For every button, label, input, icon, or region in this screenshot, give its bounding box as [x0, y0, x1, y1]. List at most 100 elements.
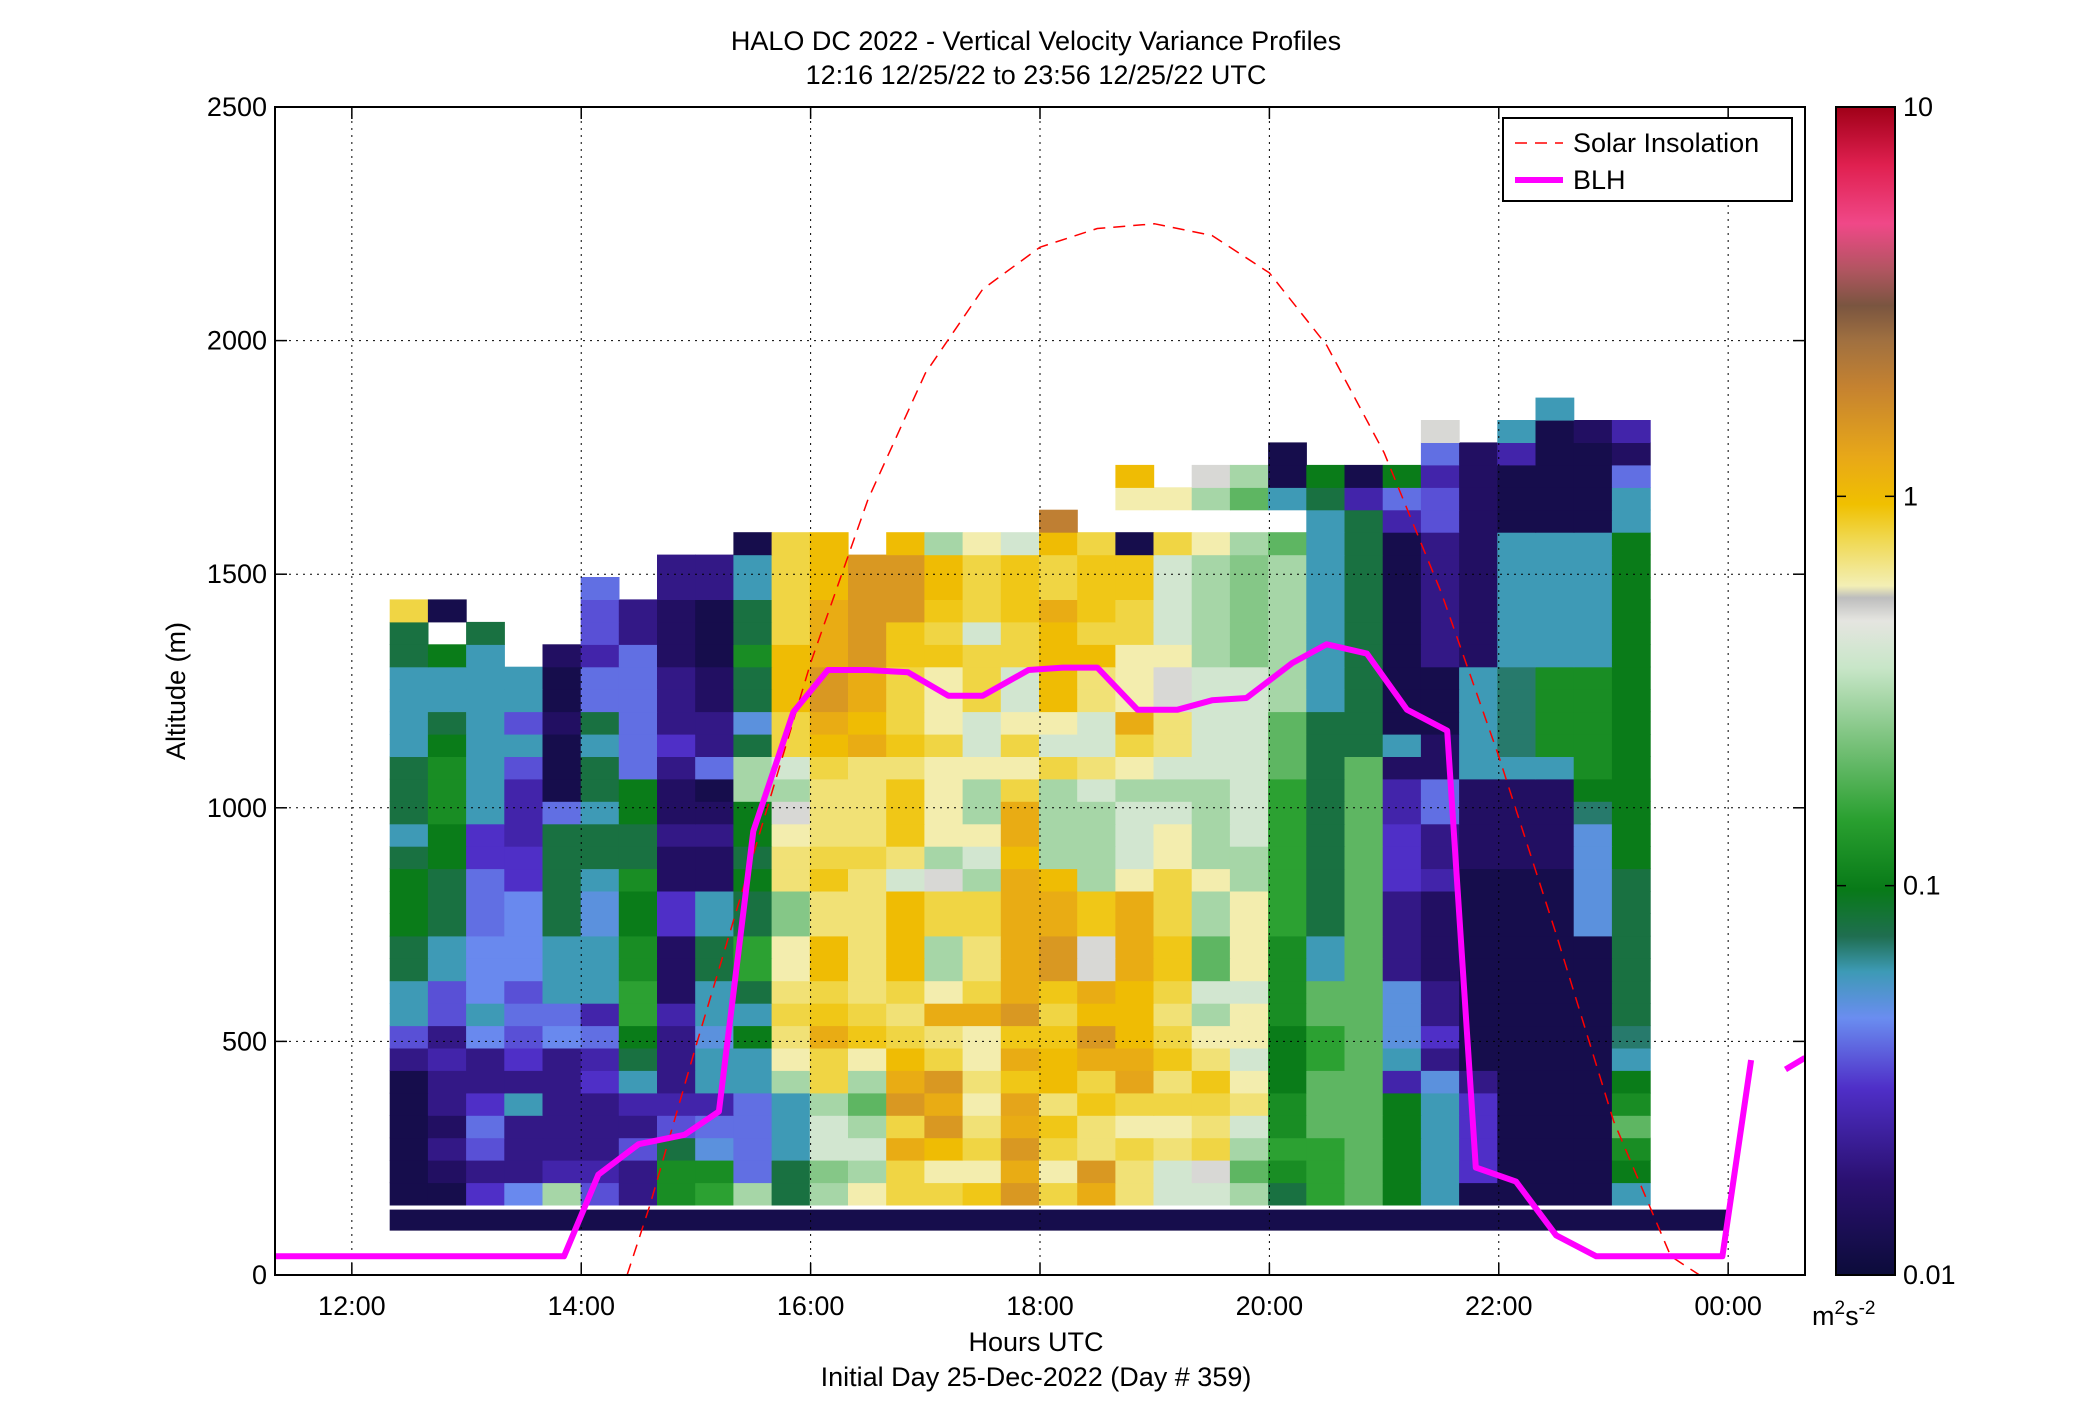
heatmap-cell [1535, 1047, 1575, 1071]
heatmap-cell [1573, 891, 1613, 914]
heatmap-cell [1573, 621, 1613, 645]
heatmap-cell [1382, 666, 1422, 690]
heatmap-cells [389, 397, 1729, 1231]
heatmap-cell [389, 1092, 429, 1116]
heatmap-cell [1000, 868, 1040, 892]
heatmap-cell [1000, 1025, 1040, 1049]
heatmap-cell [1459, 935, 1498, 959]
heatmap-cell [1497, 689, 1537, 713]
heatmap-cell [848, 644, 887, 668]
heatmap-cell [1115, 756, 1155, 780]
heatmap-cell [427, 935, 467, 959]
heatmap-cell [1611, 666, 1651, 690]
heatmap-cell [1344, 1182, 1384, 1206]
heatmap-cell [1573, 644, 1613, 668]
heatmap-cell [1306, 689, 1346, 713]
heatmap-cell [1497, 1070, 1537, 1094]
heatmap-cell [962, 778, 1002, 802]
heatmap-cell [504, 689, 544, 713]
heatmap-cell [848, 846, 887, 870]
heatmap-cell [1153, 734, 1193, 757]
heatmap-cell [886, 1182, 925, 1206]
heatmap-cell [1000, 554, 1040, 578]
y-tick-label: 1000 [207, 793, 267, 823]
heatmap-cell [886, 1160, 925, 1184]
heatmap-cell [1382, 1182, 1422, 1206]
heatmap-cell [771, 554, 811, 578]
heatmap-cell [1459, 1137, 1498, 1161]
heatmap-cell [1535, 487, 1575, 511]
colorbar-tick-label: 0.01 [1903, 1260, 1956, 1290]
heatmap-cell [1420, 1003, 1460, 1027]
heatmap-cell [962, 1025, 1002, 1049]
heatmap-cell [1153, 868, 1193, 892]
heatmap-cell [1000, 689, 1040, 713]
heatmap-cell [848, 1115, 887, 1139]
heatmap-cell [924, 756, 964, 780]
heatmap-cell [1497, 868, 1537, 892]
heatmap-cell [1191, 913, 1231, 937]
heatmap-cell [580, 913, 620, 937]
heatmap-cell [389, 846, 429, 870]
heatmap-cell [1344, 801, 1384, 825]
heatmap-cell [1000, 1092, 1040, 1116]
heatmap-cell [1344, 1003, 1384, 1027]
heatmap-cell [1229, 464, 1269, 488]
heatmap-cell [1000, 1137, 1040, 1161]
heatmap-cell [618, 846, 658, 870]
heatmap-cell [1268, 487, 1307, 511]
heatmap-cell [1382, 913, 1422, 937]
heatmap-cell [1459, 487, 1498, 511]
heatmap-cell [809, 846, 849, 870]
heatmap-cell [542, 644, 582, 668]
heatmap-cell [1306, 621, 1346, 645]
heatmap-cell [1420, 1115, 1460, 1139]
heatmap-cell [733, 599, 773, 623]
heatmap-cell [1497, 554, 1537, 578]
heatmap-cell [1306, 711, 1346, 735]
heatmap-cell [1153, 532, 1193, 556]
heatmap-cell [1306, 891, 1346, 914]
heatmap-cell [1497, 1025, 1537, 1049]
heatmap-cell [618, 935, 658, 959]
heatmap-cell [1306, 554, 1346, 578]
heatmap-cell [542, 958, 582, 982]
heatmap-cell [657, 913, 696, 937]
heatmap-cell [580, 666, 620, 690]
heatmap-cell [1229, 487, 1269, 511]
heatmap-cell [1077, 1003, 1116, 1027]
heatmap-cell [657, 689, 696, 713]
heatmap-cell [1115, 1025, 1155, 1049]
heatmap-cell [542, 1025, 582, 1049]
heatmap-cell [389, 868, 429, 892]
heatmap-cell [771, 577, 811, 600]
heatmap-cell [771, 1137, 811, 1161]
heatmap-cell [962, 1115, 1002, 1139]
heatmap-cell [657, 711, 696, 735]
heatmap-cell [580, 1047, 620, 1071]
heatmap-cell [1611, 846, 1651, 870]
heatmap-cell [1191, 980, 1231, 1004]
heatmap-cell [657, 846, 696, 870]
heatmap-cell [733, 1003, 773, 1027]
heatmap-cell [1153, 487, 1193, 511]
heatmap-cell [1382, 509, 1422, 533]
heatmap-cell [924, 846, 964, 870]
heatmap-cell [1344, 554, 1384, 578]
heatmap-cell [1268, 935, 1307, 959]
heatmap-cell [466, 801, 505, 825]
heatmap-cell [771, 1160, 811, 1184]
heatmap-cell [1535, 1003, 1575, 1027]
heatmap-cell [1535, 711, 1575, 735]
heatmap-cell [962, 666, 1002, 690]
heatmap-cell [695, 801, 734, 825]
heatmap-cell [1268, 958, 1307, 982]
heatmap-cell [504, 1003, 544, 1027]
heatmap-cell [1229, 644, 1269, 668]
heatmap-cell [1153, 577, 1193, 600]
heatmap-cell [809, 1092, 849, 1116]
heatmap-cell [1497, 913, 1537, 937]
heatmap-cell [1420, 644, 1460, 668]
heatmap-cell [618, 1003, 658, 1027]
heatmap-cell [1229, 689, 1269, 713]
